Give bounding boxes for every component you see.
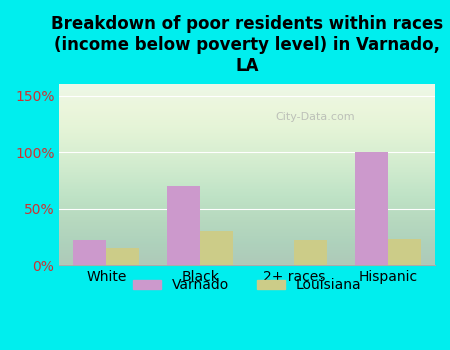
- Legend: Varnado, Louisiana: Varnado, Louisiana: [127, 273, 367, 298]
- Bar: [106, 248, 139, 265]
- Title: Breakdown of poor residents within races
(income below poverty level) in Varnado: Breakdown of poor residents within races…: [51, 15, 443, 75]
- Bar: [200, 231, 233, 265]
- Text: City-Data.com: City-Data.com: [275, 112, 355, 122]
- Bar: [294, 240, 327, 265]
- Bar: [73, 240, 106, 265]
- Bar: [388, 239, 421, 265]
- Bar: [167, 186, 200, 265]
- Bar: [355, 152, 388, 265]
